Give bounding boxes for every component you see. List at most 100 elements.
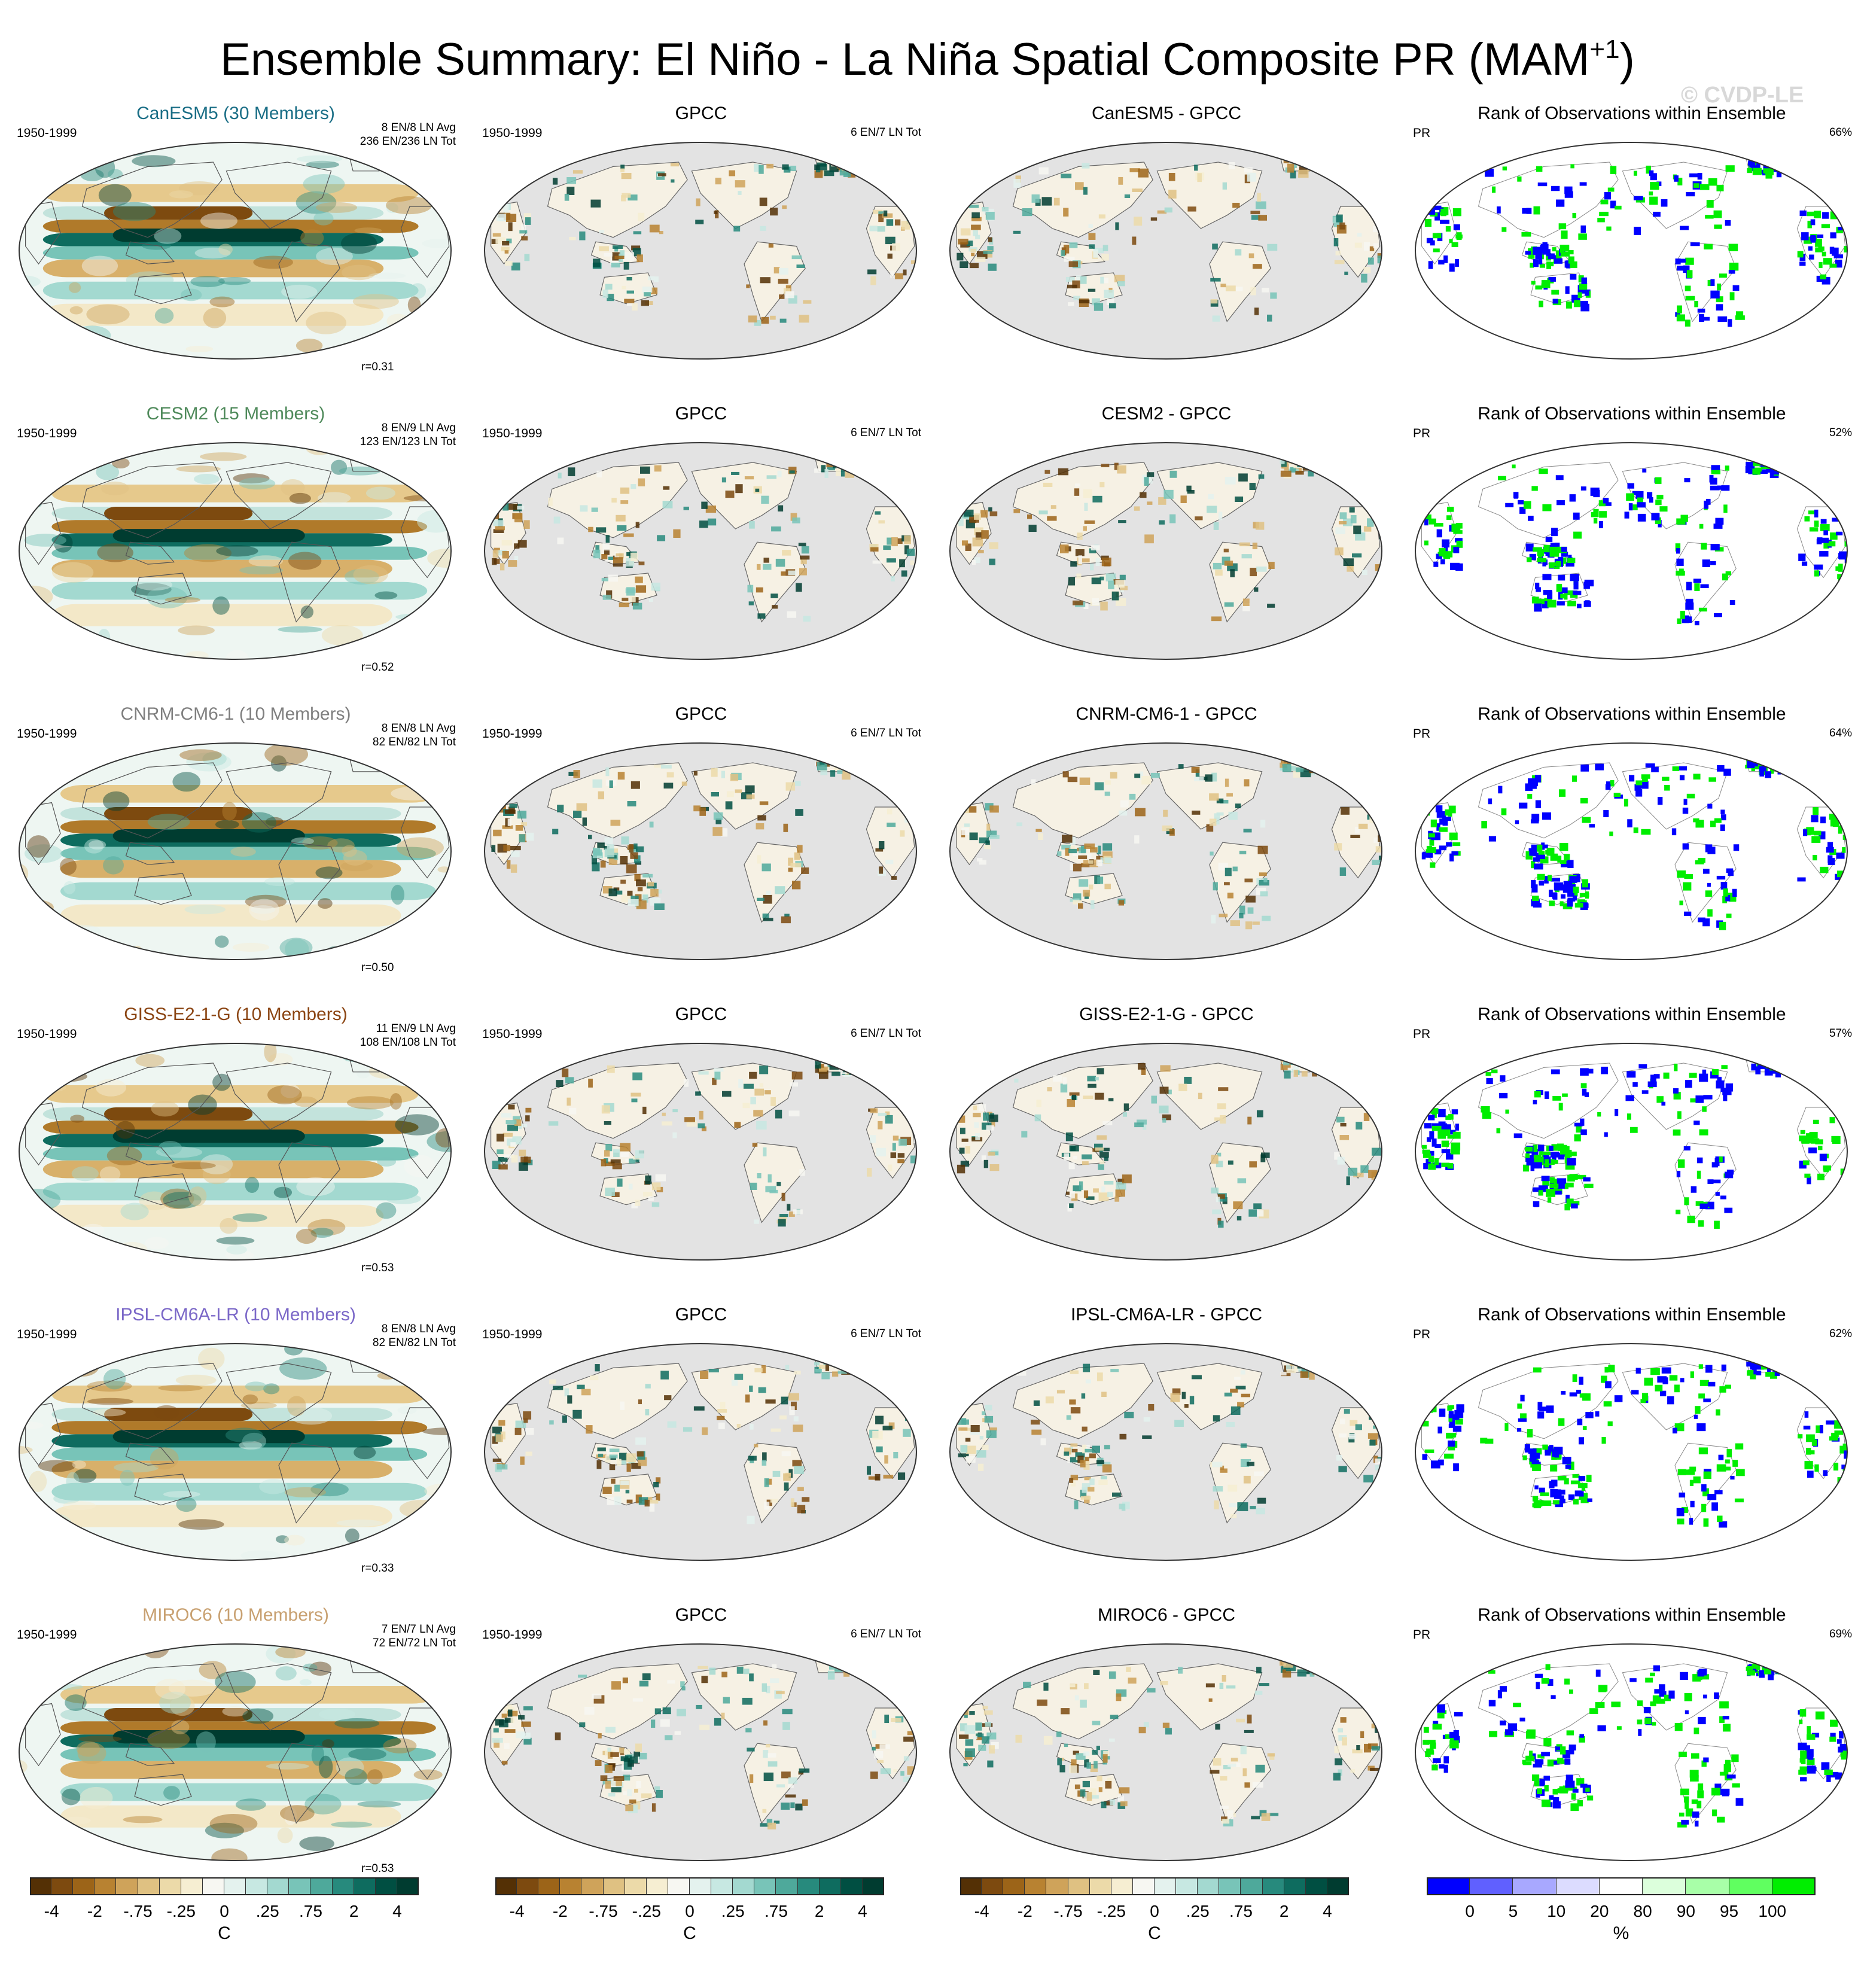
colorbar-tick-label: 10 xyxy=(1547,1902,1566,1920)
colorbar-unit-label: % xyxy=(1613,1923,1629,1943)
panel-model-row-5: IPSL-CM6A-LR (10 Members) 1950-1999 8 EN/8… xyxy=(8,1304,463,1591)
counts-avg-label: 7 EN/7 LN Avg xyxy=(381,1623,456,1636)
colorbar-tick-label: -4 xyxy=(509,1902,525,1920)
main-title: Ensemble Summary: El Niño - La Niña Spat… xyxy=(0,23,1855,87)
counts-tot-label: 6 EN/7 LN Tot xyxy=(851,1027,921,1040)
panel-rank-row-3: Rank of Observations within Ensemble PR 64… xyxy=(1405,704,1855,991)
colorbar-tick-label: -.75 xyxy=(589,1902,618,1920)
colorbar-cell xyxy=(690,1877,712,1895)
period-label: 1950-1999 xyxy=(482,1628,543,1642)
counts-tot-label: 123 EN/123 LN Tot xyxy=(360,436,456,448)
panel-rank-row-5: Rank of Observations within Ensemble PR 62… xyxy=(1405,1304,1855,1591)
colorbar-cell xyxy=(982,1877,1004,1895)
panel-diff-row-5: IPSL-CM6A-LR - GPCC xyxy=(939,1304,1394,1591)
colorbar-frame xyxy=(495,1877,884,1895)
colorbar-tick-label: 95 xyxy=(1719,1902,1739,1920)
colorbar-tick-label: 100 xyxy=(1758,1902,1787,1920)
model-map-area xyxy=(17,1041,453,1262)
colorbar-cell xyxy=(668,1877,690,1895)
rank-map xyxy=(1415,1643,1848,1861)
obs-map xyxy=(484,742,917,960)
colorbar-tick-label: -.25 xyxy=(1096,1902,1126,1920)
colorbar-tick-label: -4 xyxy=(44,1902,59,1920)
colorbar-cell xyxy=(960,1877,982,1895)
colorbar-cell xyxy=(1155,1877,1177,1895)
colorbar-cell xyxy=(646,1877,668,1895)
colorbar-cell xyxy=(1599,1877,1643,1895)
colorbar-cell xyxy=(116,1877,138,1895)
colorbar-tick-label: 4 xyxy=(1323,1902,1332,1920)
counts-tot-label: 6 EN/7 LN Tot xyxy=(851,427,921,439)
period-label: 1950-1999 xyxy=(17,1027,77,1041)
colorbar-tick-label: 0 xyxy=(1465,1902,1475,1920)
colorbar-tick-label: 90 xyxy=(1676,1902,1695,1920)
obs-map xyxy=(484,1343,917,1561)
panel-rank-row-4: Rank of Observations within Ensemble PR 57… xyxy=(1405,1004,1855,1291)
rank-panel-title: Rank of Observations within Ensemble xyxy=(1478,103,1786,123)
rank-map-area xyxy=(1413,741,1850,962)
model-panel-title: IPSL-CM6A-LR (10 Members) xyxy=(115,1305,356,1325)
obs-map xyxy=(484,142,917,360)
colorbar-tick-label: .75 xyxy=(1229,1902,1253,1920)
colorbar-unit-label: C xyxy=(218,1923,231,1943)
colorbar-cell xyxy=(1241,1877,1263,1895)
colorbar-tick-label: 4 xyxy=(392,1902,402,1920)
obs-map-area xyxy=(482,140,919,361)
main-title-text: Ensemble Summary: El Niño - La Niña Spat… xyxy=(220,34,1590,85)
model-panel-title: GISS-E2-1-G (10 Members) xyxy=(124,1004,348,1024)
diff-panel-title: MIROC6 - GPCC xyxy=(1097,1605,1235,1625)
diff-map xyxy=(949,1343,1382,1561)
colorbar-cell xyxy=(1427,1877,1470,1895)
panel-diff-row-1: CanESM5 - GPCC xyxy=(939,103,1394,390)
colorbar-cell xyxy=(560,1877,582,1895)
counts-tot-label: 6 EN/7 LN Tot xyxy=(851,126,921,139)
colorbar-cell xyxy=(181,1877,203,1895)
period-label: 1950-1999 xyxy=(17,1628,77,1642)
colorbar-tick-label: .25 xyxy=(721,1902,745,1920)
obs-map xyxy=(484,1643,917,1861)
colorbar-tick-label: 2 xyxy=(814,1902,824,1920)
counts-avg-label: 8 EN/9 LN Avg xyxy=(381,422,456,434)
colorbar-cell xyxy=(1068,1877,1090,1895)
colorbar-tick-label: -2 xyxy=(87,1902,102,1920)
colorbar-tick-label: -2 xyxy=(552,1902,568,1920)
diff-map-area xyxy=(948,1341,1384,1563)
colorbar-tick-label: -.25 xyxy=(632,1902,661,1920)
colorbar-cell xyxy=(397,1877,419,1895)
colorbar-obs: -4 -2 -.75 -.25 0 .25 .75 2 4 C xyxy=(495,1877,914,1949)
obs-map-area xyxy=(482,1041,919,1262)
obs-panel-title: GPCC xyxy=(675,704,727,724)
colorbar-cell xyxy=(1262,1877,1284,1895)
colorbar-cell xyxy=(375,1877,397,1895)
counts-avg-label: 8 EN/8 LN Avg xyxy=(381,722,456,735)
colorbar-cell xyxy=(1643,1877,1686,1895)
colorbar-cell xyxy=(289,1877,311,1895)
colorbar-cell xyxy=(1284,1877,1306,1895)
pattern-correlation-label: r=0.33 xyxy=(361,1562,394,1575)
model-map-area xyxy=(17,440,453,662)
panel-model-row-1: CanESM5 (30 Members) 1950-1999 8 EN/8 LN A… xyxy=(8,103,463,390)
diff-panel-title: CanESM5 - GPCC xyxy=(1091,103,1242,123)
rank-map-area xyxy=(1413,1341,1850,1563)
model-panel-title: MIROC6 (10 Members) xyxy=(142,1605,329,1625)
rank-map-area xyxy=(1413,140,1850,361)
colorbar-tick-label: -.75 xyxy=(1053,1902,1083,1920)
colorbar-cell xyxy=(1025,1877,1047,1895)
panel-obs-row-4: GPCC 1950-1999 6 EN/7 LN Tot xyxy=(474,1004,928,1291)
colorbar-cell xyxy=(1686,1877,1729,1895)
colorbar-cell xyxy=(1003,1877,1025,1895)
counts-avg-label: 8 EN/8 LN Avg xyxy=(381,1323,456,1335)
colorbar-rank: 0 5 10 20 80 90 95 100% xyxy=(1427,1877,1845,1949)
obs-map-area xyxy=(482,741,919,962)
counts-avg-label: 8 EN/8 LN Avg xyxy=(381,121,456,134)
colorbar-cell xyxy=(517,1877,539,1895)
colorbar-cell xyxy=(733,1877,755,1895)
obs-panel-title: GPCC xyxy=(675,1305,727,1325)
variable-label: PR xyxy=(1413,126,1431,140)
colorbar-tick-label: .25 xyxy=(255,1902,279,1920)
colorbar-tick-label: 0 xyxy=(220,1902,229,1920)
rank-map-area xyxy=(1413,1642,1850,1863)
obs-map xyxy=(484,442,917,660)
period-label: 1950-1999 xyxy=(482,1027,543,1041)
colorbar-cell xyxy=(138,1877,160,1895)
